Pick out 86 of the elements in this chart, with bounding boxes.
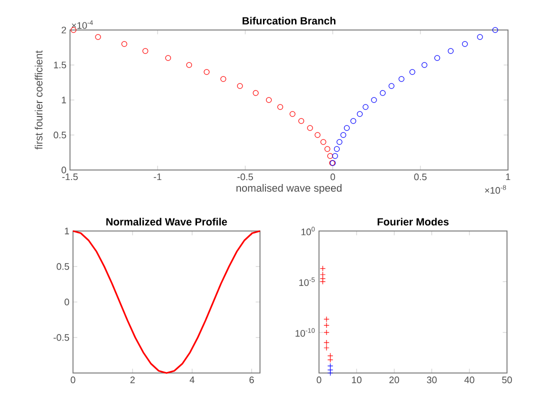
point bbox=[462, 41, 468, 47]
point bbox=[324, 316, 330, 322]
point bbox=[327, 352, 334, 359]
point bbox=[327, 153, 334, 159]
chart-title: Fourier Modes bbox=[378, 218, 449, 226]
point bbox=[220, 76, 226, 82]
point bbox=[340, 132, 346, 138]
point bbox=[324, 322, 330, 328]
point bbox=[252, 90, 259, 96]
point bbox=[327, 367, 334, 373]
x-tick-label: 10 bbox=[352, 376, 362, 384]
x-tick-label: 50 bbox=[502, 376, 512, 384]
x-tick-label: 1 bbox=[506, 174, 510, 180]
point bbox=[492, 27, 498, 33]
point bbox=[320, 276, 326, 282]
y-tick-label: -0.5 bbox=[54, 334, 70, 341]
point bbox=[422, 62, 428, 68]
y-tick-label: 1 bbox=[62, 96, 66, 104]
y-tick-label: 0 bbox=[62, 166, 66, 174]
text: ×10$^{-8}$ bbox=[485, 185, 506, 194]
point bbox=[204, 69, 210, 75]
point bbox=[380, 90, 386, 96]
y-axis-title: first fourier coefficient bbox=[34, 50, 42, 150]
point bbox=[320, 266, 326, 272]
point bbox=[266, 97, 272, 103]
x-tick-label: 6 bbox=[250, 376, 254, 384]
point bbox=[95, 34, 101, 40]
point bbox=[327, 363, 334, 369]
point bbox=[324, 340, 330, 346]
x-tick-label: 4 bbox=[190, 376, 194, 384]
point bbox=[298, 118, 304, 124]
point bbox=[237, 83, 243, 89]
point bbox=[314, 132, 320, 138]
point bbox=[277, 104, 284, 110]
x-tick-label: 0 bbox=[330, 174, 336, 180]
point bbox=[344, 125, 350, 131]
point bbox=[327, 356, 334, 363]
point bbox=[121, 41, 128, 47]
y-tick-label: 1 bbox=[64, 228, 70, 234]
point bbox=[324, 146, 330, 152]
y-tick-label: 10$^{0}$ bbox=[301, 226, 315, 236]
y-tick-label: 10$^{-5}$ bbox=[299, 277, 315, 286]
y-tick-label: 0.5 bbox=[54, 132, 66, 138]
point bbox=[307, 125, 313, 131]
point bbox=[362, 104, 368, 110]
x-tick-label: 0.5 bbox=[414, 174, 427, 180]
point bbox=[142, 48, 148, 54]
point bbox=[165, 55, 172, 61]
point bbox=[320, 272, 326, 278]
point bbox=[324, 344, 330, 351]
point bbox=[320, 139, 326, 145]
point bbox=[290, 111, 296, 117]
point bbox=[327, 370, 334, 376]
x-tick-label: -1 bbox=[154, 174, 162, 180]
x-tick-label: 30 bbox=[426, 376, 437, 384]
point bbox=[409, 69, 416, 75]
point bbox=[398, 76, 404, 82]
point bbox=[356, 111, 363, 117]
text: ×10$^{-4}$ bbox=[72, 20, 93, 29]
x-tick-label: 20 bbox=[389, 376, 400, 384]
point bbox=[371, 97, 377, 103]
x-tick-label: 0 bbox=[316, 376, 322, 384]
y-tick-label: 10$^{-10}$ bbox=[296, 328, 315, 337]
point bbox=[388, 83, 394, 89]
point bbox=[336, 139, 342, 145]
y-tick-label: 0 bbox=[64, 298, 70, 306]
point bbox=[324, 330, 330, 336]
point bbox=[350, 118, 356, 124]
point bbox=[186, 62, 192, 68]
x-tick-label: 0 bbox=[70, 376, 76, 384]
x-tick-label: 2 bbox=[130, 376, 135, 384]
x-tick-label: -0.5 bbox=[237, 174, 253, 180]
point bbox=[448, 48, 454, 54]
chart-title: Normalized Wave Profile bbox=[106, 218, 227, 226]
point bbox=[477, 34, 483, 40]
y-tick-label: 0.5 bbox=[56, 263, 70, 270]
y-tick-label: 1.5 bbox=[54, 62, 66, 68]
x-tick-label: 40 bbox=[464, 376, 474, 384]
point bbox=[434, 55, 440, 61]
point bbox=[334, 146, 340, 152]
point bbox=[332, 153, 338, 159]
y-tick-label: 2 bbox=[62, 26, 66, 34]
x-axis-title: nomalised wave speed bbox=[236, 184, 342, 194]
x-tick-label: -1.5 bbox=[62, 174, 78, 180]
chart-title: Bifurcation Branch bbox=[242, 16, 336, 25]
point bbox=[320, 278, 326, 285]
